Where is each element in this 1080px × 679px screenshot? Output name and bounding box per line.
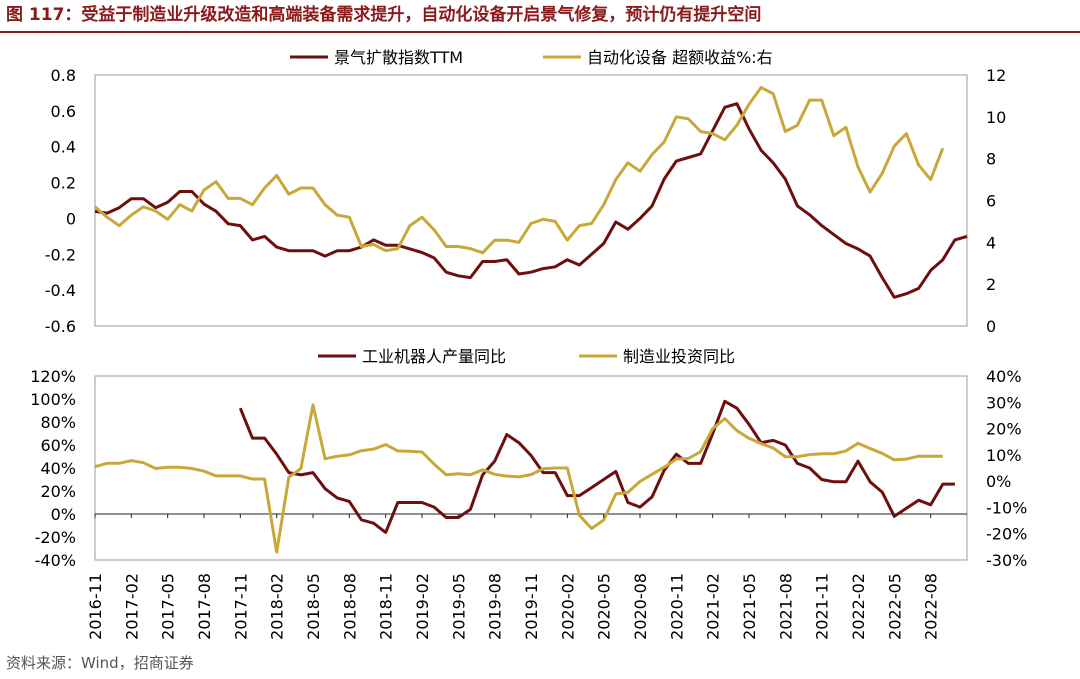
source-note: 资料来源：Wind，招商证券 [6,654,194,672]
legend-label: 自动化设备 超额收益%:右 [587,48,773,67]
legend-label: 制造业投资同比 [623,347,735,366]
x-tick-label: 2022-08 [922,573,941,640]
y-left-tick-label: 0% [51,505,76,524]
x-tick-label: 2020-08 [631,573,650,640]
x-tick-label: 2022-05 [885,573,904,640]
y-left-tick-label: -0.4 [45,281,76,300]
y-right-tick-label: 10% [986,446,1022,465]
x-tick-label: 2018-08 [340,573,359,640]
y-left-tick-label: 40% [40,459,76,478]
y-right-tick-label: 30% [986,393,1022,412]
y-left-tick-label: -0.6 [45,317,76,336]
y-right-tick-label: -30% [986,551,1027,570]
y-right-tick-label: 40% [986,367,1022,386]
x-tick-label: 2020-11 [667,573,686,640]
y-right-tick-label: -10% [986,498,1027,517]
y-left-tick-label: 0 [66,209,76,228]
y-left-tick-label: 0.4 [51,138,76,157]
series-line-1-1 [94,102,968,299]
x-tick-label: 2021-05 [740,573,759,640]
y-left-tick-label: 0.8 [51,66,76,85]
x-tick-label: 2017-05 [159,573,178,640]
y-left-tick-label: 20% [40,482,76,501]
y-left-tick-label: -40% [35,551,76,570]
y-right-tick-label: 0 [986,317,996,336]
series-line-2-1 [238,399,955,534]
y-right-tick-label: 2 [986,275,996,294]
legend-label: 工业机器人产量同比 [362,347,506,366]
y-right-tick-label: 4 [986,233,996,252]
x-tick-label: 2019-08 [486,573,505,640]
y-left-tick-label: 120% [30,367,76,386]
y-left-tick-label: 0.6 [51,102,76,121]
legend-label: 景气扩散指数TTM [334,48,463,67]
y-left-tick-label: 60% [40,436,76,455]
x-tick-label: 2016-11 [86,573,105,640]
x-tick-label: 2017-02 [122,573,141,640]
x-tick-label: 2019-05 [449,573,468,640]
x-tick-label: 2019-11 [522,573,541,640]
series-line-2-2 [94,403,943,554]
x-tick-label: 2021-02 [704,573,723,640]
x-tick-label: 2018-05 [304,573,323,640]
x-tick-label: 2017-08 [195,573,214,640]
x-tick-label: 2020-02 [558,573,577,640]
x-tick-label: 2017-11 [231,573,250,640]
y-right-tick-label: 20% [986,420,1022,439]
y-left-tick-label: 80% [40,413,76,432]
y-right-tick-label: 8 [986,150,996,169]
x-tick-label: 2021-11 [813,573,832,640]
y-left-tick-label: 0.2 [51,174,76,193]
y-right-tick-label: -20% [986,525,1027,544]
y-right-tick-label: 10 [986,108,1006,127]
y-left-tick-label: -20% [35,528,76,547]
x-tick-label: 2018-11 [377,573,396,640]
figure-title: 图 117：受益于制造业升级改造和高端装备需求提升，自动化设备开启景气修复，预计… [6,5,762,25]
y-left-tick-label: -0.2 [45,245,76,264]
series-line-1-2 [94,86,945,255]
y-right-tick-label: 0% [986,472,1011,491]
y-left-tick-label: 100% [30,390,76,409]
y-right-tick-label: 12 [986,66,1006,85]
x-tick-label: 2022-02 [849,573,868,640]
x-tick-label: 2019-02 [413,573,432,640]
x-tick-label: 2021-08 [776,573,795,640]
title-rule [0,31,1080,33]
x-tick-label: 2020-05 [595,573,614,640]
y-right-tick-label: 6 [986,192,996,211]
x-tick-label: 2018-02 [268,573,287,640]
plot-frame-1 [94,74,968,327]
plot-frame-2 [94,375,968,561]
